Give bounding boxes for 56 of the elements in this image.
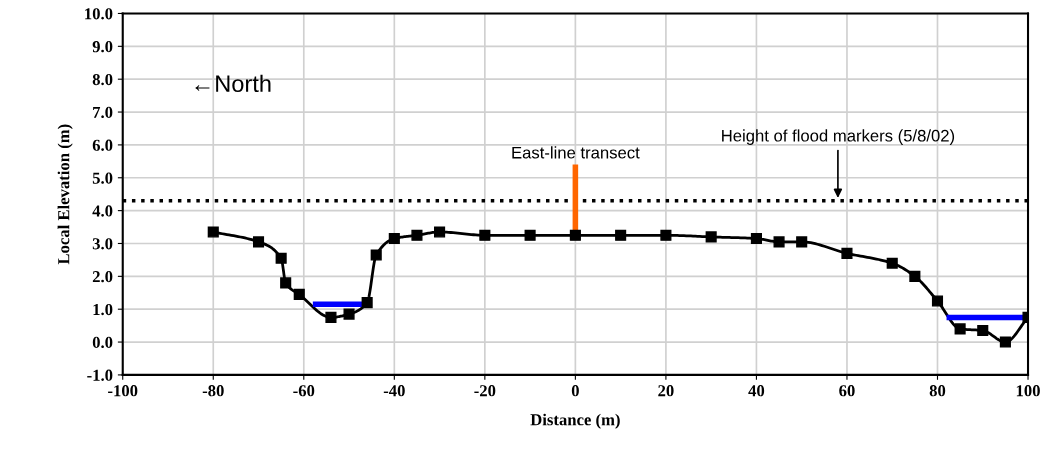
point: [293, 288, 305, 300]
x-tick-label: -40: [383, 385, 405, 397]
y-tick-label: 8.0: [92, 73, 113, 86]
point: [660, 229, 672, 241]
point: [909, 270, 921, 282]
y-tick-label: 1.0: [93, 303, 113, 316]
y-tick-label: -1.0: [87, 369, 113, 381]
point: [569, 229, 581, 241]
annotation: ←North: [195, 74, 271, 93]
x-tick-label: 60: [839, 385, 855, 397]
point: [434, 226, 446, 238]
point: [773, 236, 785, 248]
point: [479, 229, 491, 241]
point: [275, 252, 287, 264]
y-tick-label: 7.0: [93, 106, 113, 119]
point: [207, 226, 219, 238]
point: [954, 323, 966, 335]
point: [361, 297, 373, 309]
y-tick-label: 4.0: [92, 205, 113, 217]
point: [615, 229, 627, 241]
point: [796, 236, 808, 248]
y-axis-title: Local Elevation (m): [57, 124, 73, 265]
x-tick-label: -100: [108, 385, 138, 397]
point: [931, 295, 944, 307]
y-tick-label: 2.0: [92, 271, 113, 283]
point: [841, 247, 853, 259]
y-tick-label: 10.0: [85, 8, 113, 20]
x-axis-title: Distance (m): [530, 413, 620, 429]
x-tick-label: 40: [748, 385, 765, 397]
x-tick-label: -20: [474, 385, 496, 397]
y-tick-label: 6.0: [92, 139, 113, 151]
point: [325, 311, 337, 323]
ref-line-label: Height of flood markers (5/8/02): [722, 129, 955, 145]
x-tick-label: 100: [1016, 385, 1040, 397]
point: [280, 277, 292, 289]
x-tick-label: -60: [293, 385, 315, 397]
point: [524, 229, 536, 241]
point: [999, 336, 1011, 348]
x-tick-label: 0: [571, 385, 579, 397]
point: [411, 229, 423, 241]
y-tick-label: 3.0: [92, 238, 113, 250]
point: [343, 308, 355, 320]
x-tick-label: 80: [929, 385, 946, 397]
point: [370, 249, 382, 261]
annotation: East-line transect: [512, 146, 640, 159]
point: [705, 231, 717, 243]
x-tick-label: -80: [202, 385, 224, 397]
y-tick-label: 9.0: [92, 41, 113, 53]
point: [388, 232, 400, 245]
point: [252, 236, 265, 248]
y-tick-label: 5.0: [92, 172, 113, 184]
point: [886, 257, 898, 269]
x-tick-label: 20: [658, 385, 674, 397]
point: [750, 232, 762, 245]
point: [977, 324, 989, 337]
y-tick-label: 0.0: [92, 336, 113, 349]
